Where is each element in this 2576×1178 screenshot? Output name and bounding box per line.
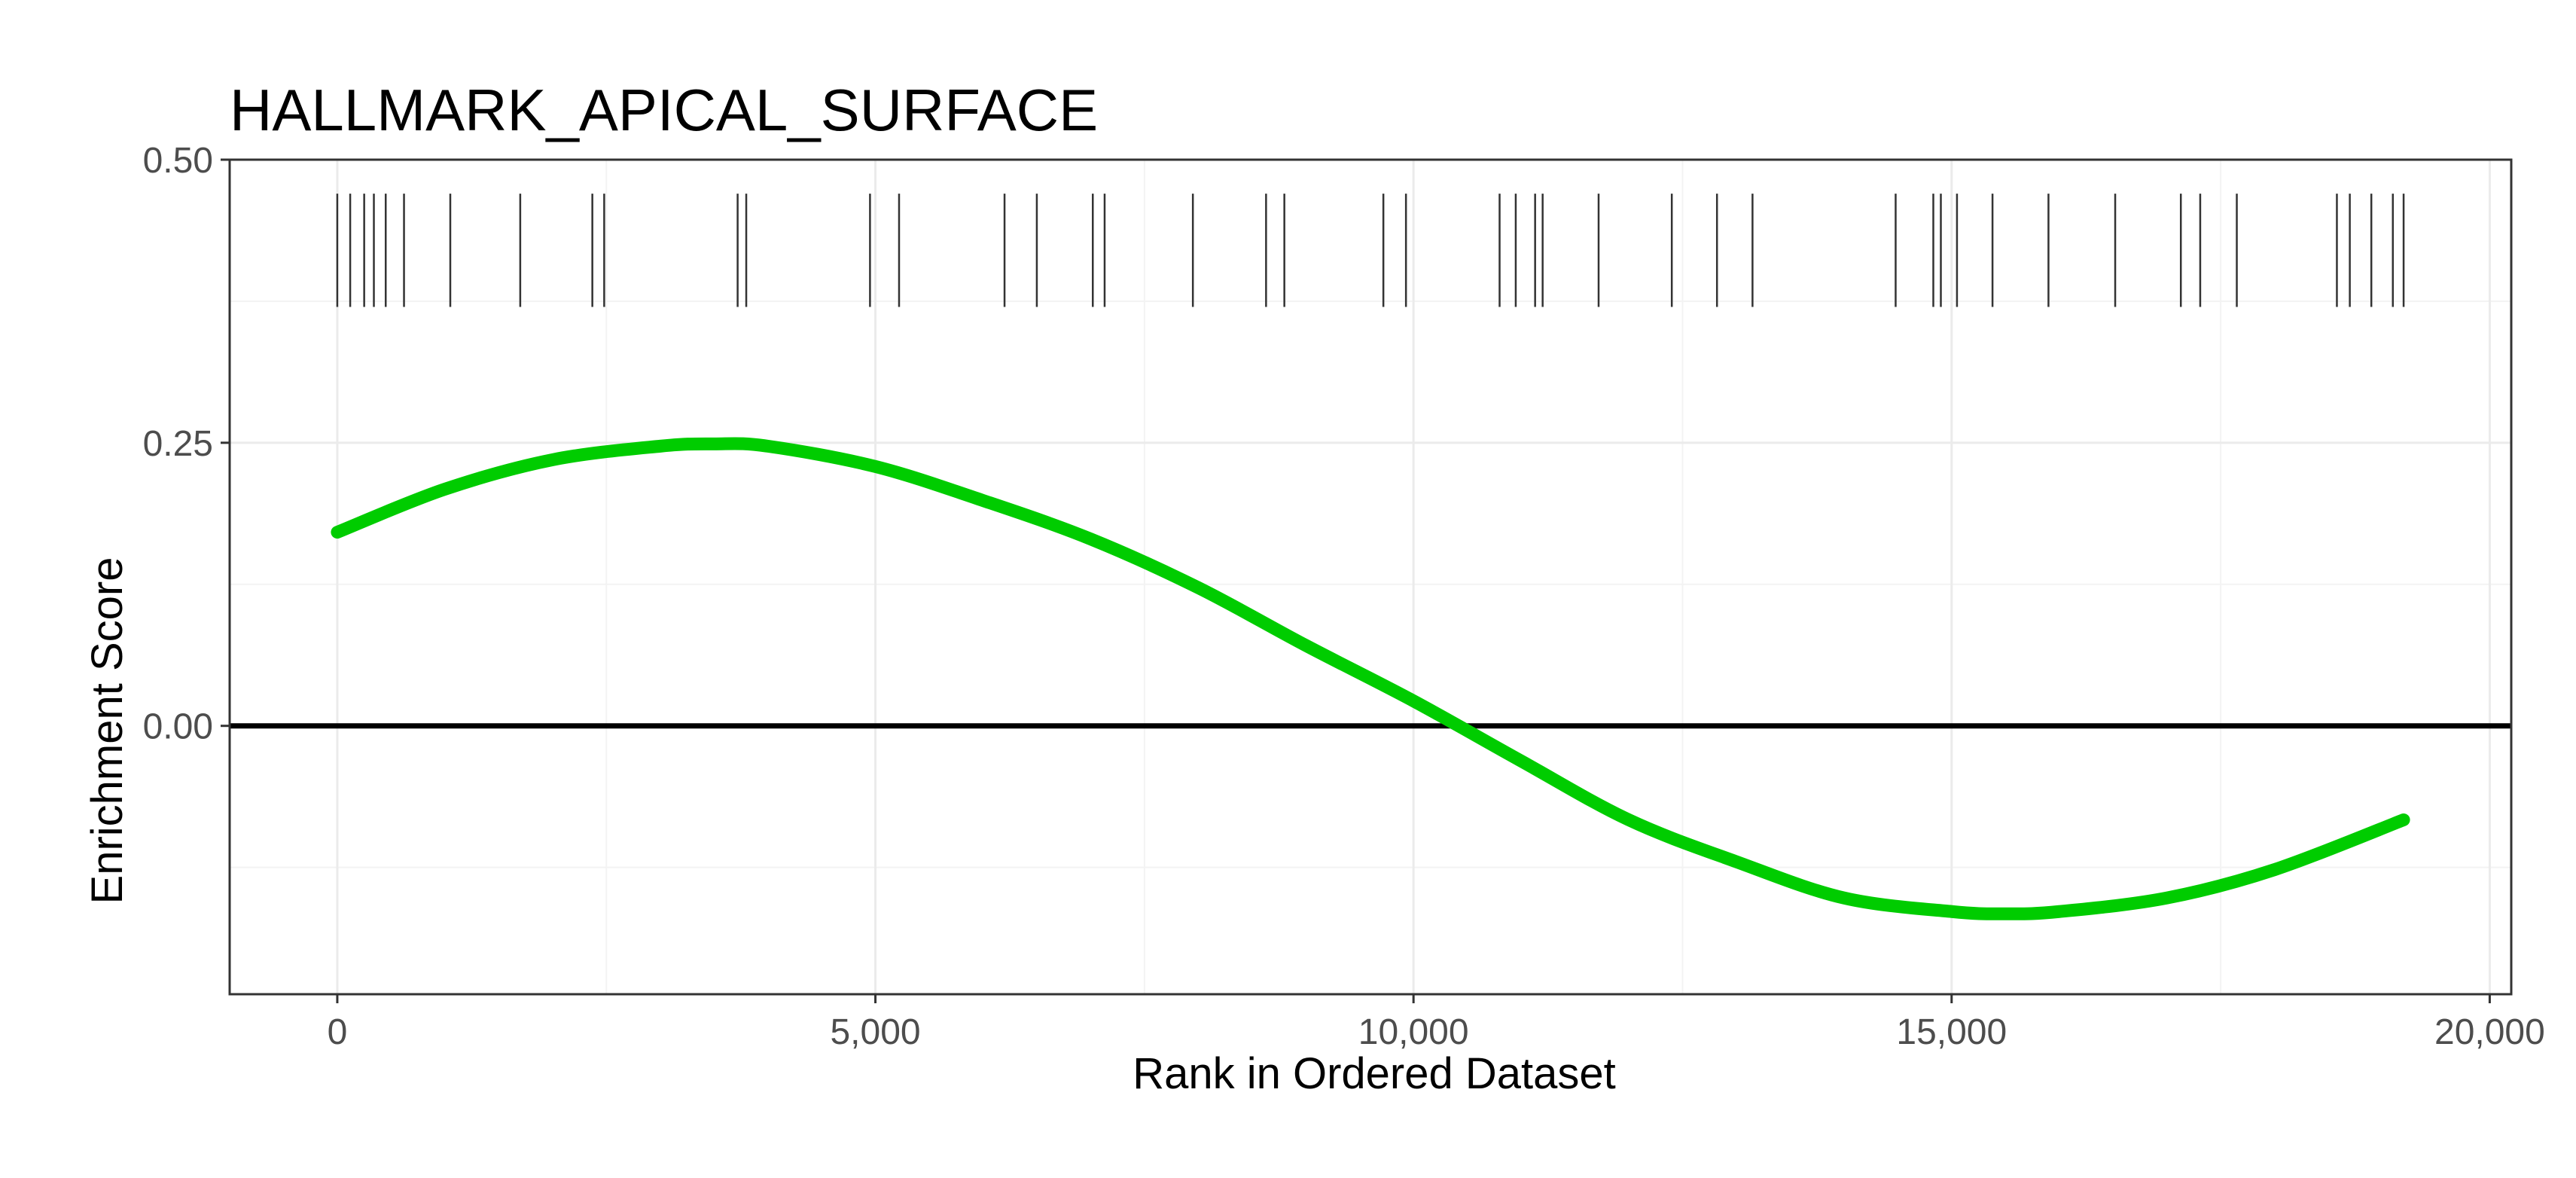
chart-title: HALLMARK_APICAL_SURFACE: [230, 77, 1098, 143]
x-tick-label: 0: [328, 1012, 348, 1052]
enrichment-score-line: [331, 437, 2410, 920]
y-tick-label: 0.25: [143, 424, 213, 464]
x-tick-label: 5,000: [830, 1012, 920, 1052]
y-axis-ticks: 0.00 0.25 0.50: [143, 141, 230, 747]
y-tick-label: 0.50: [143, 141, 213, 181]
y-tick-label: 0.00: [143, 707, 213, 747]
x-tick-label: 10,000: [1358, 1012, 1469, 1052]
x-axis-title: Rank in Ordered Dataset: [1133, 1049, 1616, 1098]
x-axis-ticks: 0 5,000 10,000 15,000 20,000: [328, 994, 2545, 1052]
x-tick-label: 20,000: [2434, 1012, 2545, 1052]
plot-panel-border: [228, 158, 2513, 996]
x-tick-label: 15,000: [1896, 1012, 2007, 1052]
y-axis-title: Enrichment Score: [83, 557, 132, 905]
gene-hit-ticks: [336, 194, 2405, 307]
grid-lines: [230, 158, 2511, 994]
